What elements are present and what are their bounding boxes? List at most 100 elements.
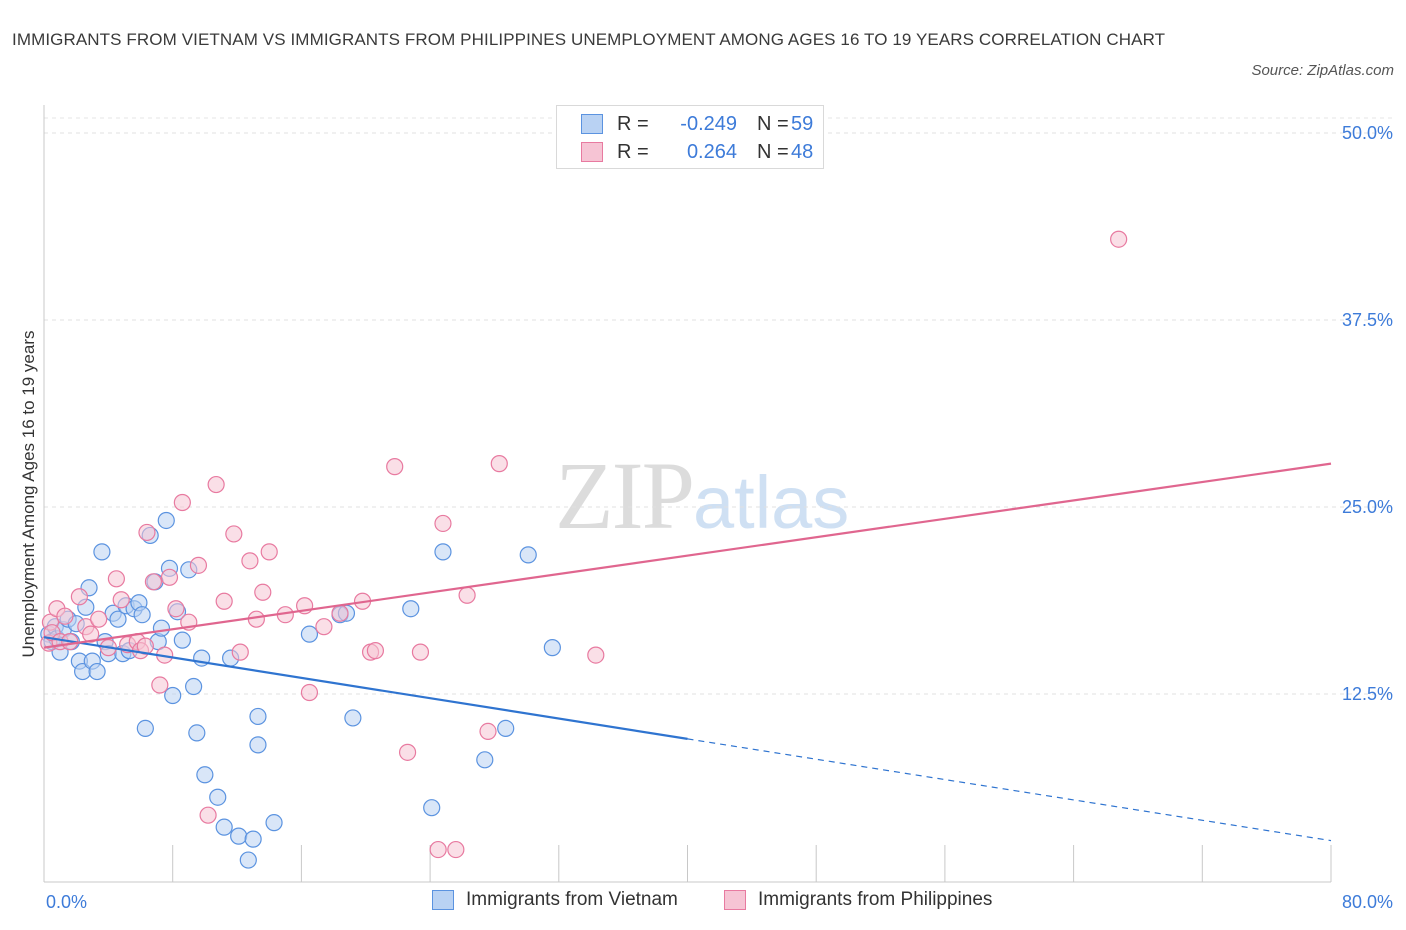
x-tick-label-max: 80.0%: [1342, 892, 1393, 912]
vietnam-point: [476, 751, 494, 769]
philippines-swatch: [581, 142, 603, 162]
philippines-point: [241, 552, 259, 570]
philippines-point: [479, 722, 497, 741]
philippines-point: [447, 840, 465, 859]
watermark-zip: ZIP: [555, 442, 695, 549]
r-label: R =: [617, 112, 649, 135]
philippines-point: [411, 643, 430, 661]
watermark: ZIPatlas: [555, 440, 849, 551]
vietnam-point: [543, 639, 561, 657]
vietnam-swatch: [581, 114, 603, 134]
philippines-point: [215, 592, 233, 610]
legend-row-philippines: R = 0.264 N = 48: [581, 139, 813, 165]
watermark-atlas: atlas: [693, 461, 850, 544]
philippines-point: [386, 458, 404, 476]
n-label: N =: [757, 112, 789, 135]
vietnam-point: [136, 719, 154, 738]
vietnam-point: [402, 600, 420, 618]
r-label: R =: [617, 140, 649, 163]
y-tick-label: 50.0%: [1342, 123, 1393, 143]
correlation-legend: R = -0.249 N = 59 R = 0.264 N = 48: [556, 105, 824, 169]
philippines-point: [331, 604, 349, 622]
philippines-point: [300, 683, 319, 702]
philippines-point: [587, 646, 605, 664]
y-tick-label: 12.5%: [1342, 684, 1393, 704]
legend-item-vietnam: Immigrants from Vietnam: [432, 889, 678, 911]
vietnam-trend-line: [43, 636, 688, 740]
philippines-point: [70, 588, 88, 606]
vietnam-point: [230, 827, 248, 845]
vietnam-point: [188, 724, 206, 742]
legend-item-philippines: Immigrants from Philippines: [724, 889, 992, 911]
philippines-point: [167, 600, 185, 618]
vietnam-point: [164, 686, 182, 705]
philippines-point: [247, 610, 265, 628]
philippines-point: [490, 455, 508, 473]
vietnam-point: [423, 799, 441, 817]
source-label: Source: ZipAtlas.com: [1251, 62, 1394, 79]
vietnam-point: [209, 788, 227, 806]
vietnam-point: [133, 606, 151, 624]
philippines-point: [1110, 230, 1128, 248]
philippines-point: [315, 618, 333, 636]
philippines-point: [434, 514, 452, 533]
vietnam-point: [497, 719, 515, 738]
r-value: 0.264: [686, 140, 737, 163]
philippines-point: [458, 586, 476, 604]
philippines-point: [207, 475, 225, 494]
vietnam-point: [173, 631, 191, 649]
vietnam-point: [185, 677, 203, 696]
philippines-point: [144, 573, 162, 591]
philippines-point: [199, 806, 217, 824]
philippines-point: [429, 840, 447, 859]
vietnam-point: [109, 610, 127, 628]
vietnam-point: [519, 546, 537, 564]
philippines-point: [398, 743, 417, 761]
vietnam-point: [249, 736, 267, 754]
vietnam-point: [265, 814, 283, 832]
philippines-point: [366, 642, 385, 660]
r-value: -0.249: [680, 112, 737, 135]
x-tick-label-min: 0.0%: [46, 892, 87, 912]
philippines-point: [225, 525, 243, 543]
philippines-point: [138, 523, 156, 542]
philippines-point: [112, 591, 130, 609]
vietnam-point: [434, 543, 452, 561]
vietnam-point: [88, 662, 106, 681]
vietnam-point: [215, 818, 233, 836]
vietnam-point: [249, 707, 267, 726]
philippines-legend-swatch: [724, 890, 746, 910]
vietnam-point: [196, 766, 214, 784]
philippines-point: [107, 570, 125, 588]
y-tick-label: 25.0%: [1342, 497, 1393, 517]
philippines-point: [231, 643, 249, 661]
vietnam-legend-swatch: [432, 890, 454, 910]
vietnam-trend-line-extension: [687, 738, 1332, 842]
philippines-point: [56, 607, 74, 625]
philippines-point: [90, 610, 108, 628]
philippines-point: [173, 493, 191, 512]
philippines-point: [82, 625, 100, 643]
philippines-point: [254, 583, 272, 601]
vietnam-point: [300, 625, 319, 643]
y-tick-label: 37.5%: [1342, 310, 1393, 330]
chart-title: IMMIGRANTS FROM VIETNAM VS IMMIGRANTS FR…: [12, 30, 1166, 49]
n-value: 59: [791, 112, 814, 135]
vietnam-point: [344, 709, 362, 727]
philippines-trend-line: [43, 462, 1332, 649]
n-label: N =: [757, 140, 789, 163]
philippines-legend-label: Immigrants from Philippines: [758, 889, 993, 910]
n-value: 48: [791, 140, 814, 163]
vietnam-legend-label: Immigrants from Vietnam: [466, 889, 678, 910]
y-axis-label: Unemployment Among Ages 16 to 19 years: [19, 331, 38, 658]
philippines-point: [151, 676, 169, 694]
philippines-point: [260, 543, 278, 561]
vietnam-point: [244, 830, 262, 848]
vietnam-point: [93, 543, 111, 561]
philippines-point: [189, 556, 208, 574]
legend-row-vietnam: R = -0.249 N = 59: [581, 111, 813, 137]
vietnam-point: [157, 511, 175, 530]
vietnam-point: [152, 619, 171, 637]
philippines-point: [160, 568, 179, 586]
vietnam-point: [239, 851, 257, 869]
